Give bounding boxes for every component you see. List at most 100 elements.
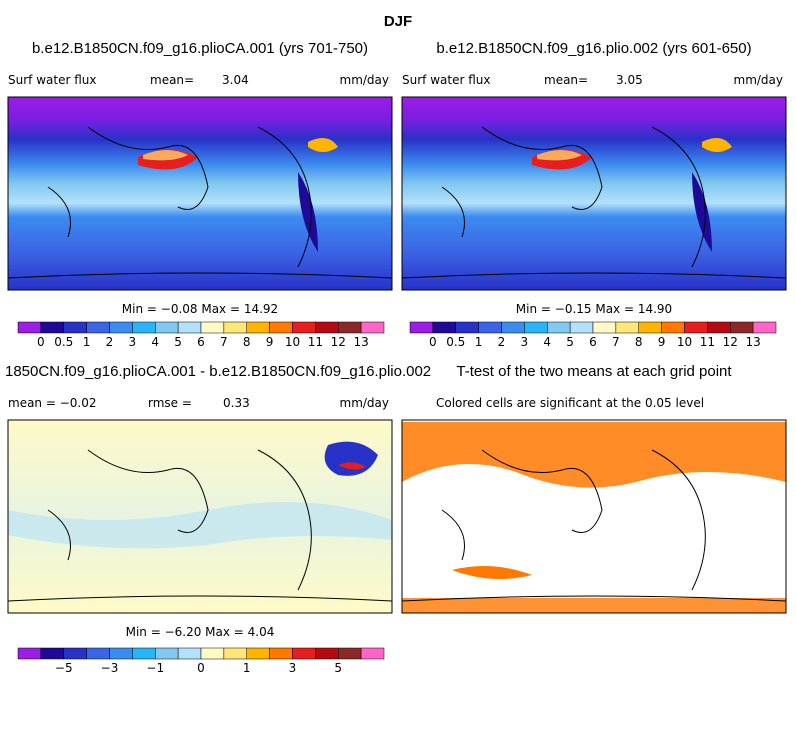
colorbar-cell: [315, 321, 339, 334]
colorbar-cell: [360, 321, 385, 334]
colorbar-label: 8: [635, 335, 643, 349]
colorbar-label: 9: [266, 335, 274, 349]
map-feature: [143, 150, 188, 161]
colorbar-cell: [109, 647, 133, 660]
colorbar-cell: [246, 647, 270, 660]
colorbar-cell: [752, 321, 777, 334]
coastline: [401, 449, 787, 602]
colorbar-cell: [86, 647, 110, 660]
colorbar-cell: [155, 321, 179, 334]
colorbar-cell: [455, 321, 479, 334]
map-feature: [402, 598, 786, 613]
colorbar-label: 0: [197, 661, 205, 675]
colorbar-cell: [200, 321, 225, 334]
colorbar-label: −3: [101, 661, 119, 675]
colorbar-cell: [524, 321, 548, 334]
units: mm/day: [734, 73, 784, 87]
map-frame: [401, 419, 787, 614]
colorbar-cell: [592, 321, 617, 334]
stat-label: mean=: [150, 73, 194, 87]
colorbar-label: 5: [566, 335, 574, 349]
colorbar-label: −5: [55, 661, 73, 675]
colorbar-label: 6: [197, 335, 205, 349]
colorbar-cell: [40, 321, 64, 334]
stat-value: 3.04: [222, 73, 249, 87]
colorbar-cell: [315, 647, 339, 660]
map-feature: [537, 150, 582, 161]
colorbar-cell: [177, 321, 202, 334]
colorbar-label: 1: [475, 335, 483, 349]
colorbar-cell: [292, 321, 316, 334]
colorbar-cell: [63, 321, 87, 334]
colorbar-cell: [661, 321, 685, 334]
colorbar-cell: [40, 647, 64, 660]
colorbar-label: 5: [174, 335, 182, 349]
coastline: [7, 126, 393, 279]
map-feature: [308, 138, 338, 152]
min-max: Min = −6.20 Max = 4.04: [126, 625, 275, 639]
stat-value: 3.05: [616, 73, 643, 87]
colorbar-cell: [338, 647, 362, 660]
colorbar-cell: [547, 321, 571, 334]
stat-label: mean=: [544, 73, 588, 87]
map-feature: [298, 172, 318, 252]
colorbar-cell: [246, 321, 270, 334]
map-feature: [452, 566, 532, 579]
colorbar-label: 12: [331, 335, 346, 349]
map-field: [8, 97, 392, 290]
colorbar-cell: [432, 321, 456, 334]
colorbar-cell: [109, 321, 133, 334]
colorbar-cell: [684, 321, 708, 334]
colorbar-cell: [63, 647, 87, 660]
colorbar-label: −1: [146, 661, 164, 675]
colorbar-label: 13: [353, 335, 368, 349]
colorbar-label: 3: [129, 335, 137, 349]
colorbar-label: 4: [151, 335, 159, 349]
figure-title: DJF: [384, 13, 412, 30]
colorbar-label: 3: [289, 661, 297, 675]
stat-label: rmse =: [148, 396, 192, 410]
min-max: Min = −0.08 Max = 14.92: [122, 302, 278, 316]
colorbar-cell: [569, 321, 594, 334]
colorbar-label: 11: [308, 335, 323, 349]
colorbar-label: 11: [700, 335, 715, 349]
colorbar-cell: [269, 321, 293, 334]
colorbar-label: 2: [106, 335, 114, 349]
units: mm/day: [340, 73, 390, 87]
colorbar-cell: [707, 321, 731, 334]
colorbar-label: 3: [521, 335, 529, 349]
colorbar-cell: [615, 321, 639, 334]
colorbar-label: 1: [83, 335, 91, 349]
colorbar-label: 10: [285, 335, 300, 349]
coastline: [7, 449, 393, 602]
colorbar-label: 6: [589, 335, 597, 349]
colorbar-label: 0: [37, 335, 45, 349]
colorbar-cell: [223, 647, 247, 660]
colorbar-label: 4: [543, 335, 551, 349]
map-field: [402, 97, 786, 290]
units: mm/day: [340, 396, 390, 410]
map-feature: [692, 172, 712, 252]
colorbar-cell: [360, 647, 385, 660]
colorbar-label: 0: [429, 335, 437, 349]
panel-title: 1850CN.f09_g16.plioCA.001 - b.e12.B1850C…: [5, 363, 431, 380]
map-frame: [401, 96, 787, 291]
panel-label: Surf water flux: [402, 73, 490, 87]
colorbar-label: 0.5: [446, 335, 465, 349]
colorbar-cell: [269, 647, 293, 660]
min-max: Min = −0.15 Max = 14.90: [516, 302, 672, 316]
colorbar-label: 2: [498, 335, 506, 349]
colorbar-cell: [409, 321, 434, 334]
stat-value: 0.33: [223, 396, 250, 410]
colorbar-cell: [223, 321, 247, 334]
colorbar-cell: [478, 321, 502, 334]
colorbar-cell: [730, 321, 754, 334]
colorbar-label: 7: [220, 335, 228, 349]
colorbar-cell: [292, 647, 316, 660]
colorbar-cell: [338, 321, 362, 334]
colorbar-label: 1: [243, 661, 251, 675]
colorbar-label: 0.5: [54, 335, 73, 349]
colorbar-label: 13: [745, 335, 760, 349]
colorbar-cell: [200, 647, 225, 660]
